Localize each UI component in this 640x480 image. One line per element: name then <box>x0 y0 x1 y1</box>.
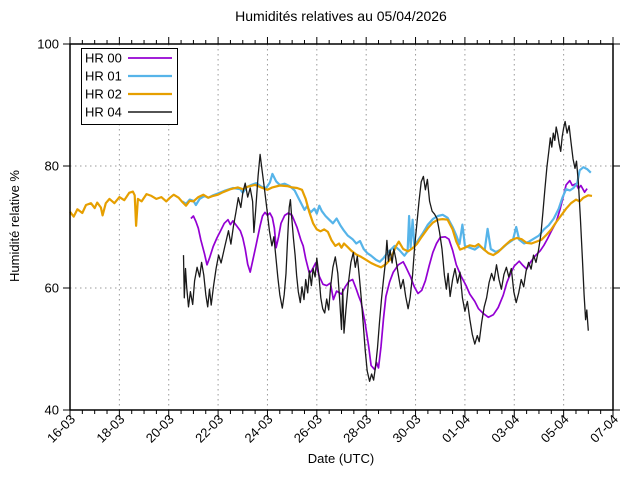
plot-frame <box>69 43 614 411</box>
grid-layer <box>70 44 613 410</box>
legend-label-HR-04: HR 04 <box>85 105 122 120</box>
x-tick-label-24-03: 24-03 <box>241 412 275 446</box>
y-tick-label-40: 40 <box>45 403 59 418</box>
legend-label-HR-00: HR 00 <box>85 51 122 66</box>
y-tick-label-60: 60 <box>45 281 59 296</box>
chart-title: Humidités relatives au 05/04/2026 <box>235 8 447 24</box>
x-tick-label-18-03: 18-03 <box>93 412 127 446</box>
legend-entry-HR-04: HR 04 <box>85 105 172 120</box>
series-layer <box>69 120 593 382</box>
y-tick-label-80: 80 <box>45 159 59 174</box>
x-axis-label: Date (UTC) <box>308 451 374 466</box>
series-line-HR-02 <box>69 183 593 269</box>
legend-label-HR-01: HR 01 <box>85 69 122 84</box>
legend-entry-HR-00: HR 00 <box>85 51 172 66</box>
x-tick-label-22-03: 22-03 <box>192 412 226 446</box>
series-line-HR-00 <box>190 179 588 371</box>
x-tick-label-01-04: 01-04 <box>439 412 473 446</box>
x-tick-label-05-04: 05-04 <box>538 412 572 446</box>
legend-entry-HR-01: HR 01 <box>85 69 172 84</box>
series-line-HR-04 <box>182 120 589 382</box>
legend-entry-HR-02: HR 02 <box>85 87 172 102</box>
y-tick-label-100: 100 <box>37 37 59 52</box>
x-tick-label-20-03: 20-03 <box>143 412 177 446</box>
plot-border <box>69 43 614 411</box>
y-axis-label: Humidité relative % <box>7 170 22 282</box>
x-tick-label-30-03: 30-03 <box>390 412 424 446</box>
x-tick-label-28-03: 28-03 <box>340 412 374 446</box>
x-tick-label-07-04: 07-04 <box>587 412 621 446</box>
x-tick-label-26-03: 26-03 <box>291 412 325 446</box>
legend-label-HR-02: HR 02 <box>85 87 122 102</box>
legend: HR 00 HR 01 HR 02 HR 04 <box>81 48 178 125</box>
x-tick-label-03-04: 03-04 <box>488 412 522 446</box>
